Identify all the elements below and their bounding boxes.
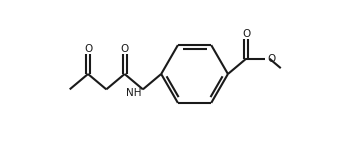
Text: O: O [242, 29, 250, 39]
Text: O: O [84, 44, 92, 54]
Text: O: O [267, 54, 275, 64]
Text: O: O [120, 44, 129, 54]
Text: NH: NH [126, 88, 141, 98]
